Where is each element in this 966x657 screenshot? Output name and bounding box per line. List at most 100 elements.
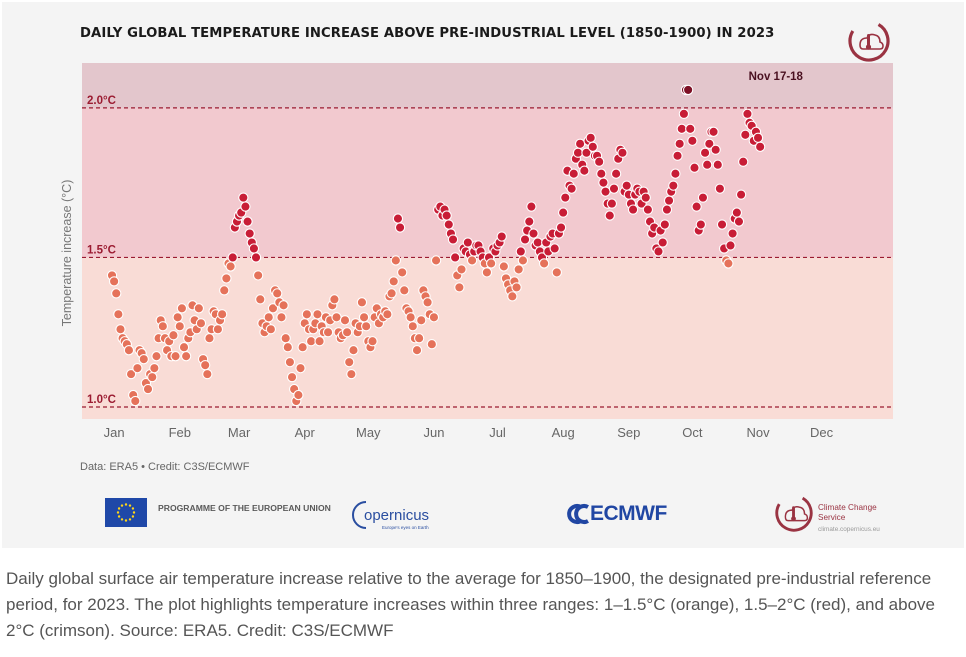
data-point (699, 147, 711, 158)
data-point (430, 255, 442, 266)
data-point (549, 243, 560, 254)
data-point (441, 210, 452, 221)
c3s-name: Climate Change Service (818, 503, 877, 522)
data-point (676, 123, 687, 134)
data-point (138, 354, 149, 365)
data-point (149, 362, 160, 374)
data-point (731, 207, 742, 218)
data-point (295, 362, 306, 374)
copernicus-tagline: Europe's eyes on Earth (382, 525, 429, 530)
ecmwf-logo-icon (561, 500, 673, 528)
data-point (422, 297, 433, 308)
data-point (740, 129, 751, 140)
data-point (411, 345, 423, 356)
data-point (329, 294, 340, 305)
data-point (341, 327, 353, 338)
data-point (216, 309, 228, 320)
x-tick-label-may: May (356, 425, 381, 440)
x-tick-label-sep: Sep (617, 425, 640, 440)
data-point (621, 180, 632, 191)
data-point (640, 192, 651, 203)
data-point (481, 267, 493, 278)
data-point (672, 150, 683, 161)
data-point (642, 204, 654, 215)
threshold-label-0: 1.0°C (87, 394, 116, 406)
data-point (174, 321, 185, 332)
eu-star (117, 515, 121, 518)
data-point (221, 273, 232, 284)
y-axis-label: Temperature increase (°C) (60, 180, 74, 327)
x-tick-label-mar: Mar (228, 425, 251, 440)
eu-star (120, 504, 124, 507)
data-point (314, 336, 325, 347)
data-point (225, 261, 236, 272)
data-point (382, 309, 393, 320)
data-point (496, 231, 507, 242)
data-point (397, 267, 408, 278)
data-point (485, 258, 497, 269)
data-point (248, 243, 260, 254)
data-point (708, 126, 719, 137)
x-tick-label-apr: Apr (295, 425, 316, 440)
data-point (449, 252, 461, 263)
data-point (240, 201, 251, 212)
data-point (125, 368, 137, 380)
data-point (668, 180, 679, 191)
data-point (392, 213, 404, 224)
data-point (348, 345, 359, 356)
data-point (513, 264, 524, 275)
data-point (723, 258, 734, 269)
chart-title: DAILY GLOBAL TEMPERATURE INCREASE ABOVE … (80, 26, 775, 41)
figure-caption: Daily global surface air temperature inc… (6, 569, 935, 640)
data-point (587, 141, 598, 152)
data-point (358, 312, 370, 323)
data-point (716, 219, 728, 230)
data-point (524, 216, 535, 227)
data-point (663, 195, 675, 206)
data-point (176, 303, 188, 314)
x-tick-label-feb: Feb (169, 425, 191, 440)
data-point (276, 312, 287, 323)
data-point (344, 357, 355, 368)
data-point (426, 339, 437, 350)
data-point (682, 84, 694, 96)
data-point (674, 138, 685, 149)
data-point (113, 309, 124, 320)
data-point (519, 234, 531, 245)
eu-programme-text: PROGRAMME OF THE EUROPEAN UNION (158, 503, 331, 513)
data-point (604, 210, 615, 221)
data-point (538, 258, 550, 269)
data-point (661, 204, 673, 215)
data-point (202, 368, 213, 380)
x-tick-label-jun: Jun (423, 425, 444, 440)
data-point (653, 246, 664, 257)
threshold-label-2: 2.0°C (87, 95, 116, 107)
x-tick-label-dec: Dec (810, 425, 834, 440)
data-point (272, 288, 283, 299)
data-point (532, 237, 543, 248)
data-point (752, 132, 764, 143)
data-point (108, 276, 120, 287)
data-point (657, 237, 668, 248)
data-point (528, 228, 539, 239)
data-point (712, 159, 723, 170)
data-point (399, 285, 410, 296)
data-point (265, 324, 277, 335)
eu-star (120, 518, 124, 521)
data-point (627, 204, 639, 215)
data-point (322, 327, 334, 338)
data-point (132, 362, 143, 374)
data-point (555, 222, 567, 233)
data-point (704, 138, 715, 149)
data-point (498, 261, 510, 272)
band-0 (82, 257, 893, 419)
data-point (204, 333, 215, 344)
data-point (579, 165, 590, 176)
data-point (178, 342, 190, 353)
data-point (594, 156, 605, 167)
data-point (388, 276, 399, 287)
eu-star (132, 511, 136, 514)
data-point (515, 246, 526, 257)
eu-star (131, 515, 135, 518)
climate-change-service-icon (772, 491, 816, 535)
